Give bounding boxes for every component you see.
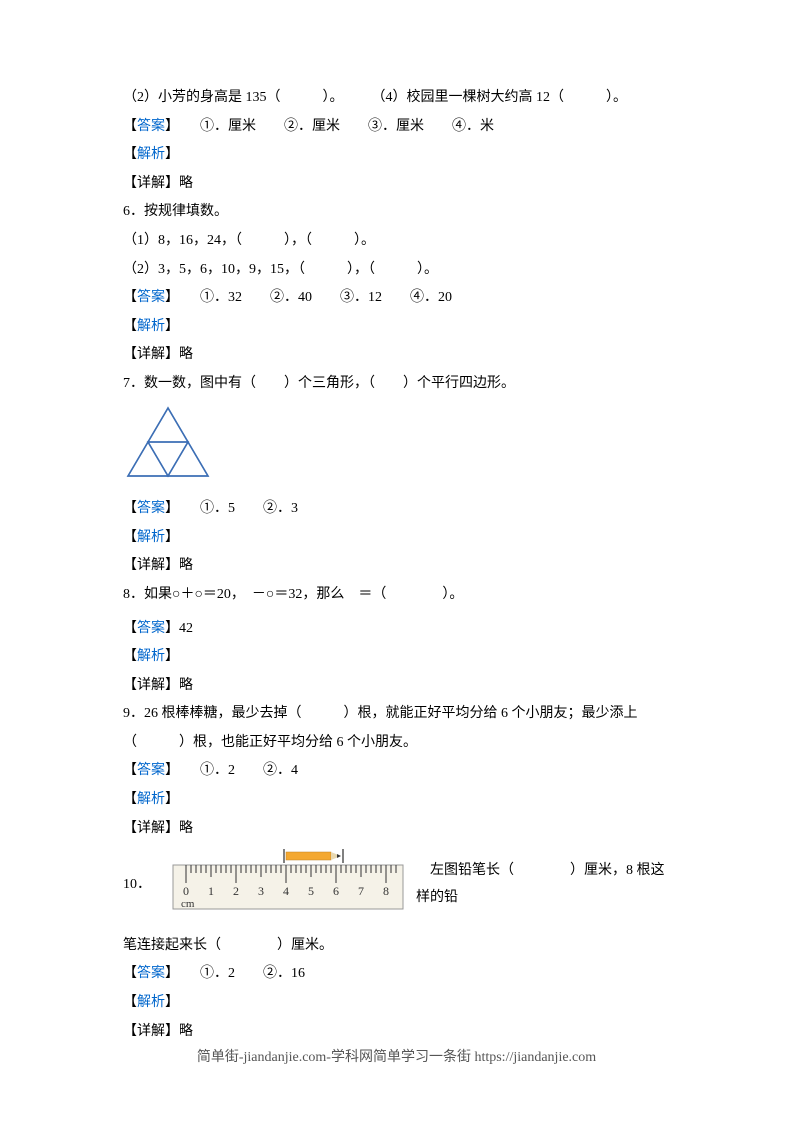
- analysis-label: 解析: [137, 530, 165, 545]
- q8-title: 8．如果○＋○＝20， －○＝32，那么 ＝（ ）。: [123, 582, 670, 609]
- q6-title: 6．按规律填数。: [123, 199, 670, 226]
- svg-text:2: 2: [233, 884, 239, 898]
- triangle-figure: [123, 403, 670, 492]
- q6-answer-text: ①．32 ②．40 ③．12 ④．20: [172, 290, 452, 305]
- q10-line2: 笔连接起来长（ ）厘米。: [123, 933, 670, 960]
- q6-detail: 【详解】略: [123, 342, 670, 369]
- q2-answer-text: ①．厘米 ②．厘米 ③．厘米 ④．米: [172, 119, 494, 134]
- triangle-icon: [123, 403, 213, 481]
- answer-label: 答案: [137, 763, 165, 778]
- q8-analysis: 【解析】: [123, 644, 670, 671]
- svg-text:0: 0: [183, 884, 189, 898]
- q7-answer: 【答案】 ①．5 ②．3: [123, 496, 670, 523]
- analysis-label: 解析: [137, 319, 165, 334]
- analysis-label: 解析: [137, 792, 165, 807]
- q2-analysis: 【解析】: [123, 142, 670, 169]
- answer-label: 答案: [137, 119, 165, 134]
- svg-text:4: 4: [283, 884, 289, 898]
- page-footer: 简单街-jiandanjie.com-学科网简单学习一条街 https://ji…: [0, 1045, 793, 1072]
- q10-ruler-line: 10．: [123, 847, 670, 923]
- q2-line: （2）小芳的身高是 135（ ）。 （4）校园里一棵树大约高 12（ ）。: [123, 85, 670, 112]
- q6-line1: （1）8，16，24，（ ），（ ）。: [123, 228, 670, 255]
- svg-text:3: 3: [258, 884, 264, 898]
- q2-answer: 【答案】 ①．厘米 ②．厘米 ③．厘米 ④．米: [123, 114, 670, 141]
- answer-label: 答案: [137, 501, 165, 516]
- svg-text:5: 5: [308, 884, 314, 898]
- ruler-icon: 0 1 2 3 4 5 6 7 8 cm: [171, 847, 406, 912]
- q2-detail: 【详解】略: [123, 171, 670, 198]
- q6-line2: （2）3，5，6，10，9，15，（ ），（ ）。: [123, 257, 670, 284]
- analysis-label: 解析: [137, 995, 165, 1010]
- q10-detail: 【详解】略: [123, 1019, 670, 1046]
- q10-suffix: 左图铅笔长（ ）厘米，8 根这样的铅: [416, 858, 670, 911]
- q7-answer-text: ①．5 ②．3: [172, 501, 298, 516]
- analysis-label: 解析: [137, 649, 165, 664]
- q7-analysis: 【解析】: [123, 525, 670, 552]
- q8-answer-text: 42: [179, 621, 193, 636]
- answer-label: 答案: [137, 621, 165, 636]
- q9-detail: 【详解】略: [123, 816, 670, 843]
- q8-answer: 【答案】42: [123, 616, 670, 643]
- q9-analysis: 【解析】: [123, 787, 670, 814]
- q10-prefix: 10．: [123, 872, 151, 899]
- ruler-figure: 0 1 2 3 4 5 6 7 8 cm: [171, 847, 406, 923]
- svg-text:1: 1: [208, 884, 214, 898]
- q9-line1: 9．26 根棒棒糖，最少去掉（ ）根，就能正好平均分给 6 个小朋友；最少添上: [123, 701, 670, 728]
- q9-line2: （ ）根，也能正好平均分给 6 个小朋友。: [123, 730, 670, 757]
- q10-analysis: 【解析】: [123, 990, 670, 1017]
- q10-answer: 【答案】 ①．2 ②．16: [123, 961, 670, 988]
- svg-text:6: 6: [333, 884, 339, 898]
- answer-label: 答案: [137, 290, 165, 305]
- q10-answer-text: ①．2 ②．16: [172, 966, 305, 981]
- document-content: （2）小芳的身高是 135（ ）。 （4）校园里一棵树大约高 12（ ）。 【答…: [123, 85, 670, 1045]
- analysis-label: 解析: [137, 147, 165, 162]
- svg-text:cm: cm: [181, 898, 195, 910]
- q9-answer: 【答案】 ①．2 ②．4: [123, 758, 670, 785]
- q8-detail: 【详解】略: [123, 673, 670, 700]
- q6-analysis: 【解析】: [123, 314, 670, 341]
- svg-text:7: 7: [358, 884, 364, 898]
- q6-answer: 【答案】 ①．32 ②．40 ③．12 ④．20: [123, 285, 670, 312]
- q7-title: 7．数一数，图中有（ ）个三角形，（ ）个平行四边形。: [123, 371, 670, 398]
- q7-detail: 【详解】略: [123, 553, 670, 580]
- svg-text:8: 8: [383, 884, 389, 898]
- q9-answer-text: ①．2 ②．4: [172, 763, 298, 778]
- answer-label: 答案: [137, 966, 165, 981]
